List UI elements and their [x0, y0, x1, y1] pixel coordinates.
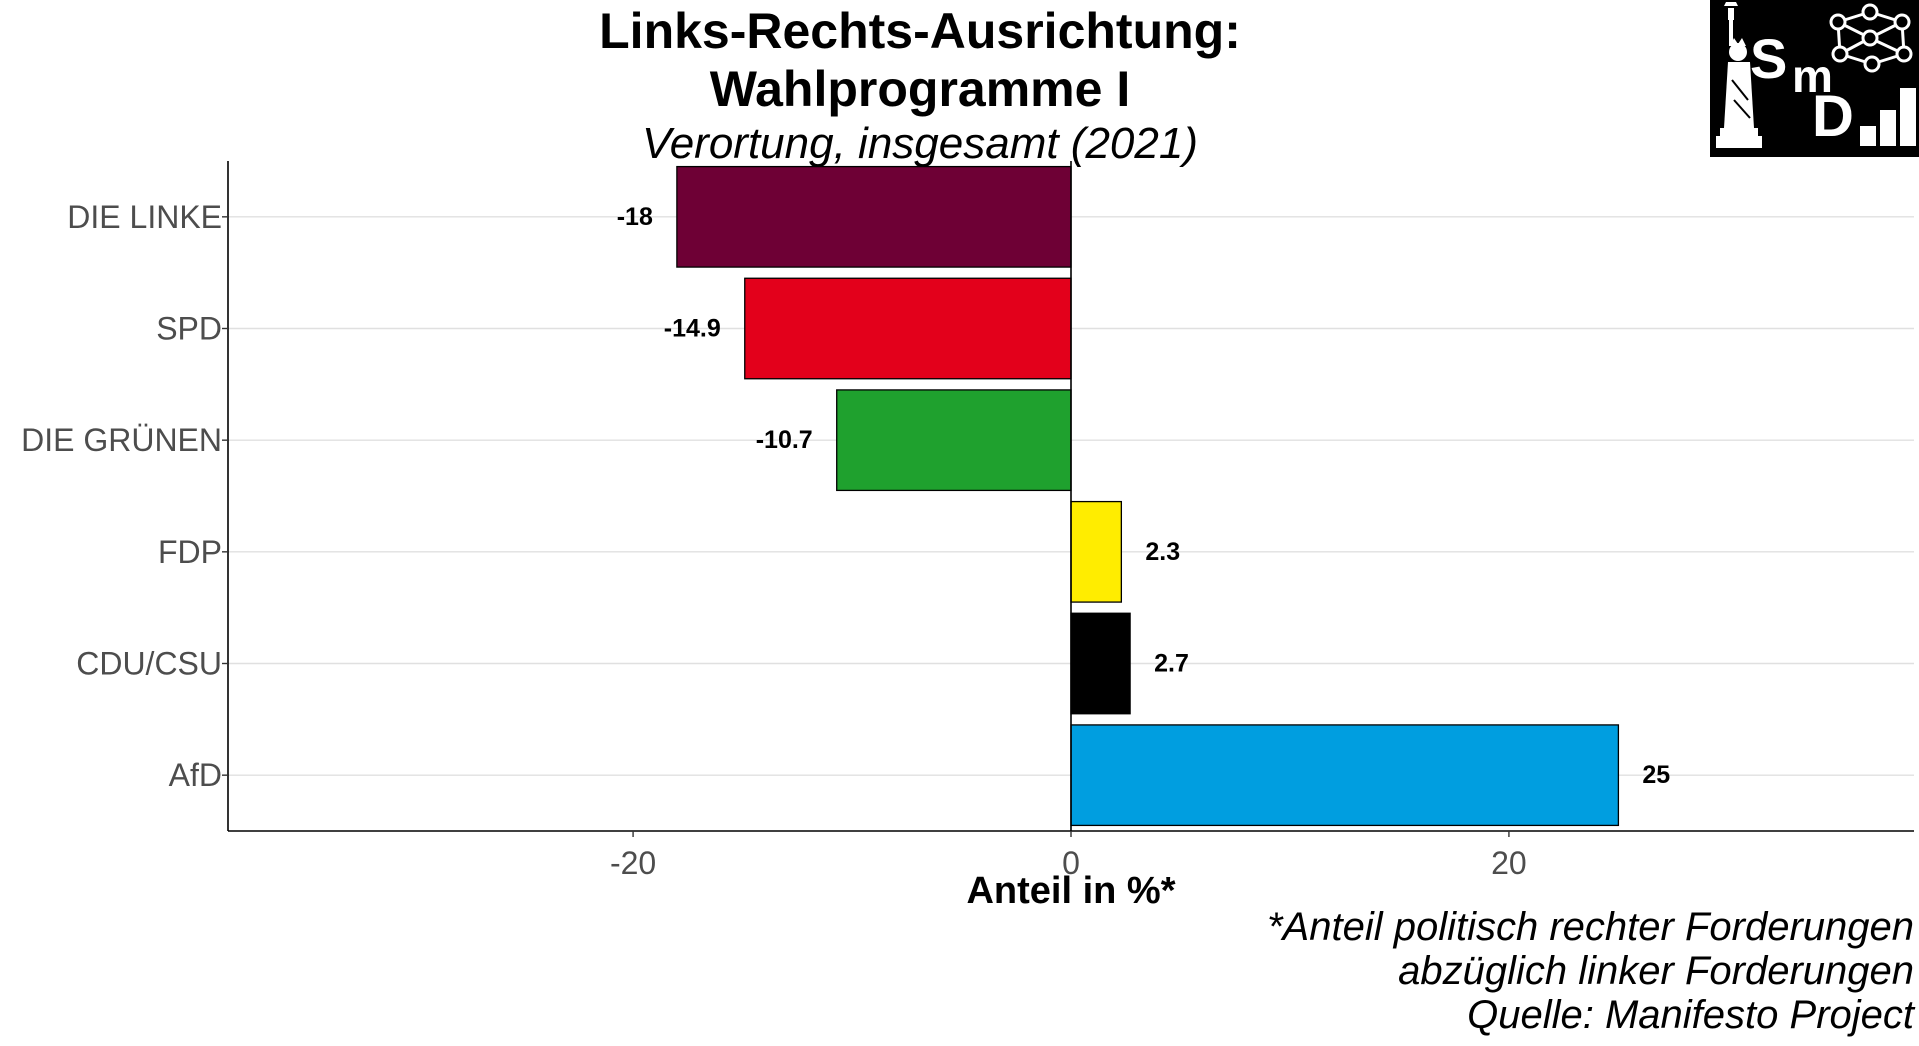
chart-subtitle: Verortung, insgesamt (2021) [642, 119, 1198, 168]
x-tick-label-2: 20 [1491, 845, 1527, 881]
category-label-2: DIE GRÜNEN [21, 422, 222, 458]
caption-line-1: *Anteil politisch rechter Forderungen [1266, 905, 1914, 949]
value-label-3: 2.3 [1145, 538, 1180, 566]
logo-letter-d: D [1812, 84, 1854, 149]
bars [676, 165, 1620, 827]
network-icon [1829, 3, 1913, 73]
bar-2 [836, 389, 1072, 492]
x-tick-label-0: -20 [610, 845, 656, 881]
x-tick-label-1: 0 [1062, 845, 1080, 881]
bar-3 [1070, 500, 1123, 603]
category-label-5: AfD [169, 757, 222, 793]
statue-of-liberty-icon [1716, 2, 1762, 148]
logo-letter-m: m [1792, 50, 1833, 102]
smd-logo-graphic: S m D [1716, 2, 1916, 149]
bar-mini-icon [1860, 88, 1916, 146]
bar-1 [744, 277, 1072, 380]
value-label-4: 2.7 [1154, 650, 1189, 678]
chart-labels: -18 DIE LINKE -14.9 SPD -10.7 DIE GRÜNEN 2.3 FD… [21, 199, 1670, 881]
smd-logo: S m D [1710, 0, 1919, 157]
caption-line-3: Quelle: Manifesto Project [1467, 993, 1914, 1037]
caption-line-2: abzüglich linker Forderungen [1398, 949, 1914, 993]
category-label-4: CDU/CSU [76, 646, 222, 682]
bar-4 [1070, 612, 1131, 715]
category-label-1: SPD [156, 311, 222, 347]
category-label-0: DIE LINKE [67, 199, 222, 235]
x-axis-title: Anteil in %* [966, 870, 1175, 912]
chart-title: Links-Rechts-Ausrichtung: Wahlprogramme … [430, 2, 1410, 170]
value-label-2: -10.7 [756, 426, 813, 454]
value-label-1: -14.9 [664, 315, 721, 343]
logo-letter-s: S [1750, 27, 1787, 90]
title-line-1: Links-Rechts-Ausrichtung: [599, 3, 1241, 59]
bar-0 [676, 165, 1072, 268]
bar-5 [1070, 724, 1620, 827]
value-label-0: -18 [617, 203, 653, 231]
chart-caption: *Anteil politisch rechter Forderungen ab… [1267, 905, 1914, 1037]
value-label-5: 25 [1642, 761, 1670, 789]
title-line-2: Wahlprogramme I [709, 61, 1131, 117]
category-label-3: FDP [158, 534, 222, 570]
